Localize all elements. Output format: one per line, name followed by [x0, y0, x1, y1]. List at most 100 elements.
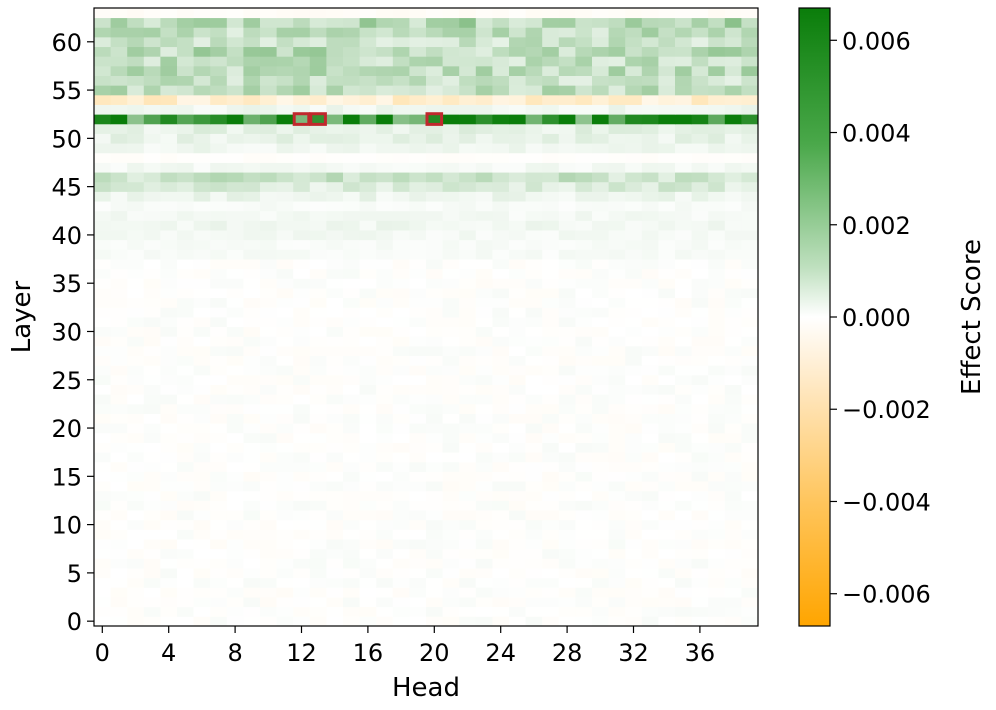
heatmap-cell	[525, 172, 543, 183]
heatmap-cell	[575, 336, 593, 347]
heatmap-cell	[143, 606, 161, 617]
heatmap-cell	[127, 519, 145, 530]
heatmap-cell	[741, 423, 759, 434]
heatmap-cell	[409, 529, 427, 540]
heatmap-cell	[276, 268, 294, 279]
heatmap-cell	[260, 162, 277, 173]
heatmap-cell	[641, 345, 659, 357]
heatmap-cell	[509, 162, 526, 173]
heatmap-cell	[376, 510, 394, 521]
heatmap-cell	[343, 230, 360, 241]
heatmap-cell	[326, 471, 344, 482]
heatmap-cell	[94, 278, 111, 289]
heatmap-cell	[243, 374, 261, 385]
heatmap-cell	[475, 85, 493, 96]
heatmap-cell	[293, 191, 311, 202]
heatmap-cell	[708, 336, 726, 347]
heatmap-cell	[260, 297, 277, 308]
heatmap-cell	[392, 75, 410, 86]
heatmap-cell	[392, 307, 410, 318]
heatmap-cell	[492, 191, 510, 202]
heatmap-cell	[724, 442, 742, 453]
heatmap-cell	[110, 230, 128, 241]
heatmap-cell	[359, 17, 377, 28]
heatmap-cell	[708, 133, 726, 144]
heatmap-cell	[525, 230, 543, 241]
heatmap-cell	[160, 452, 178, 463]
heatmap-cell	[160, 36, 178, 48]
heatmap-cell	[160, 539, 178, 550]
heatmap-cell	[293, 17, 311, 28]
heatmap-cell	[260, 548, 277, 559]
heatmap-cell	[409, 172, 427, 183]
heatmap-cell	[409, 85, 427, 96]
heatmap-cell	[575, 442, 593, 453]
heatmap-cell	[459, 577, 477, 588]
heatmap-cell	[525, 162, 543, 173]
heatmap-cell	[426, 123, 443, 134]
heatmap-cell	[459, 442, 477, 453]
heatmap-cell	[359, 36, 377, 48]
heatmap-cell	[193, 616, 211, 627]
heatmap-cell	[343, 297, 360, 308]
heatmap-cell	[243, 133, 261, 144]
heatmap-cell	[309, 587, 327, 598]
heatmap-cell	[542, 326, 560, 337]
heatmap-cell	[193, 123, 211, 134]
heatmap-cell	[160, 355, 178, 366]
heatmap-cell	[426, 297, 443, 308]
heatmap-cell	[558, 510, 576, 521]
heatmap-cell	[376, 27, 394, 38]
heatmap-cell	[708, 278, 726, 289]
heatmap-cell	[675, 201, 692, 212]
heatmap-cell	[675, 548, 692, 559]
heatmap-cell	[442, 548, 460, 559]
heatmap-cell	[127, 317, 145, 328]
heatmap-cell	[741, 181, 759, 192]
heatmap-cell	[293, 490, 311, 501]
heatmap-cell	[326, 288, 344, 299]
heatmap-cell	[110, 336, 128, 347]
heatmap-cell	[309, 539, 327, 550]
heatmap-cell	[724, 384, 742, 395]
heatmap-cell	[641, 133, 659, 144]
heatmap-cell	[177, 317, 194, 328]
heatmap-cell	[309, 152, 327, 163]
heatmap-cell	[160, 529, 178, 540]
heatmap-cell	[143, 500, 161, 511]
heatmap-cell	[675, 597, 692, 608]
heatmap-cell	[492, 75, 510, 86]
heatmap-cell	[409, 307, 427, 318]
heatmap-cell	[459, 65, 477, 76]
heatmap-cell	[625, 432, 643, 443]
heatmap-cell	[276, 336, 294, 347]
heatmap-cell	[691, 558, 709, 569]
heatmap-cell	[376, 355, 394, 366]
heatmap-cell	[625, 529, 643, 540]
heatmap-cell	[426, 432, 443, 443]
heatmap-cell	[409, 471, 427, 482]
heatmap-cell	[592, 104, 609, 115]
heatmap-cell	[226, 46, 244, 57]
heatmap-cell	[509, 471, 526, 482]
heatmap-cell	[724, 452, 742, 463]
heatmap-cell	[359, 239, 377, 250]
heatmap-cell	[177, 210, 194, 221]
heatmap-cell	[94, 162, 111, 173]
heatmap-cell	[343, 510, 360, 521]
heatmap-cell	[210, 423, 228, 434]
heatmap-cell	[575, 114, 593, 125]
colorbar-tick-label: 0.004	[842, 120, 911, 148]
heatmap-cell	[343, 114, 360, 125]
heatmap-cell	[359, 355, 377, 366]
heatmap-cell	[525, 606, 543, 617]
heatmap-cell	[426, 46, 443, 57]
heatmap-cell	[592, 394, 609, 405]
heatmap-cell	[293, 75, 311, 86]
heatmap-cell	[110, 201, 128, 212]
heatmap-cell	[392, 481, 410, 492]
heatmap-cell	[691, 104, 709, 115]
heatmap-cell	[293, 210, 311, 221]
heatmap-cell	[309, 577, 327, 588]
heatmap-cell	[542, 297, 560, 308]
